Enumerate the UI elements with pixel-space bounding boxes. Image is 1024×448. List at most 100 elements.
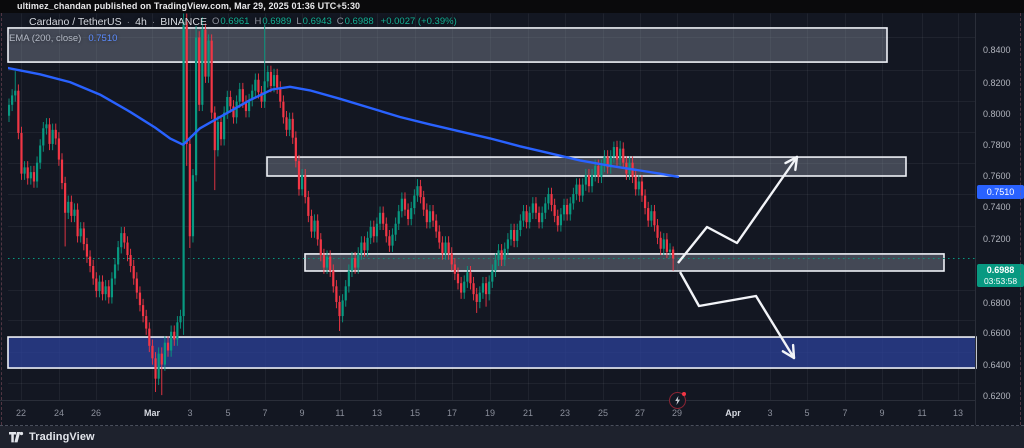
candle-body — [70, 201, 73, 216]
candle-body — [141, 305, 145, 317]
indicator-name[interactable]: EMA (200, close) — [9, 32, 82, 44]
indicator-legend[interactable]: EMA (200, close) 0.7510 — [9, 32, 117, 44]
candle-body — [500, 250, 503, 260]
candle-body — [48, 124, 51, 144]
time-tick-label: 24 — [53, 408, 65, 418]
candle-body — [198, 37, 201, 105]
projection-up-arrow[interactable] — [677, 156, 798, 264]
lightning-icon — [675, 395, 681, 406]
candle-body — [569, 203, 572, 215]
candle-body — [244, 101, 248, 112]
supply-zone[interactable] — [7, 27, 888, 63]
ema-200-path — [8, 66, 680, 178]
candle-body — [516, 229, 519, 241]
candle-body — [484, 283, 488, 295]
candle-body — [553, 204, 556, 216]
candle-body — [497, 250, 500, 260]
candle-body — [428, 211, 432, 223]
interval-label[interactable]: 4h — [135, 15, 147, 28]
candle-body — [491, 270, 494, 282]
tradingview-brand-text[interactable]: TradingView — [29, 431, 95, 443]
candle-body — [519, 220, 522, 230]
time-tick-label: 13 — [952, 408, 964, 418]
candle-body — [8, 104, 11, 116]
time-tick-label: 23 — [559, 408, 571, 418]
price-axis[interactable]: 0.7510 0.6988 03:53:58 0.8400 0.8200 0.800… — [975, 13, 1024, 425]
time-tick-label: 25 — [597, 408, 609, 418]
candle-body — [294, 137, 297, 162]
candle-body — [138, 292, 142, 306]
candle-body — [594, 165, 597, 176]
candle-body — [410, 208, 413, 220]
candle-body — [435, 220, 438, 232]
candle-body — [151, 345, 154, 359]
candle-body — [188, 143, 191, 237]
candle-body — [590, 175, 594, 187]
candle-body — [344, 286, 347, 301]
demand-zone[interactable] — [7, 336, 977, 369]
candle-body — [173, 331, 176, 340]
time-tick-label: 9 — [879, 408, 885, 418]
low-value: L 0.6943 — [296, 16, 332, 27]
candle-body — [257, 79, 260, 93]
tradingview-logo-icon[interactable] — [9, 431, 24, 444]
candle-body — [581, 184, 584, 196]
candle-body — [54, 129, 57, 139]
candle-body — [347, 270, 350, 287]
candle-body — [291, 118, 294, 138]
candle-body — [622, 148, 625, 163]
candle-body — [578, 184, 581, 196]
candle-body — [441, 242, 444, 254]
candle-body — [665, 239, 668, 252]
candle-body — [247, 100, 251, 112]
candles-layer — [8, 13, 675, 396]
candle-body — [176, 322, 179, 340]
candle-body — [469, 272, 472, 284]
candle-body — [300, 175, 304, 190]
candle-body — [204, 29, 207, 77]
candle-body — [88, 256, 92, 266]
candle-body — [110, 278, 113, 298]
candle-body — [419, 186, 422, 198]
candle-body — [534, 203, 538, 213]
candle-body — [637, 181, 640, 190]
candle-body — [241, 89, 244, 102]
candle-body — [92, 265, 95, 279]
time-tick-label: 21 — [522, 408, 534, 418]
time-axis[interactable]: 22 24 26 Mar 3 5 7 9 11 13 15 17 19 21 23 25 27 29 Apr 3 5 7 9… — [0, 400, 975, 425]
candle-body — [170, 331, 173, 351]
open-value: O 0.6961 — [211, 16, 250, 27]
price-tick-label: 0.7200 — [983, 234, 1011, 244]
candle-body — [154, 358, 157, 379]
projection-down-arrow[interactable] — [678, 271, 796, 359]
candle-body — [453, 264, 456, 274]
candle-body — [232, 106, 235, 118]
candle-body — [378, 212, 382, 224]
time-tick-label: 11 — [335, 408, 345, 418]
candle-body — [422, 197, 425, 210]
symbol-name[interactable]: Cardano / TetherUS — [29, 15, 122, 28]
price-tick-label: 0.6800 — [983, 298, 1011, 308]
candle-body — [416, 186, 419, 196]
candle-body — [272, 75, 276, 87]
candle-body — [606, 156, 609, 168]
price-tick-label: 0.6400 — [983, 360, 1011, 370]
candle-body — [42, 128, 45, 146]
realtime-lightning-button[interactable] — [669, 392, 686, 409]
symbol-legend[interactable]: Cardano / TetherUS · 4h · BINANCE O 0.696… — [29, 15, 457, 28]
candle-body — [160, 353, 163, 365]
time-tick-label: 29 — [671, 408, 683, 418]
candle-body — [537, 212, 541, 223]
candle-body — [316, 220, 319, 240]
candle-body — [382, 212, 385, 224]
support-zone[interactable] — [304, 253, 945, 272]
candle-body — [662, 239, 665, 249]
candle-body — [51, 129, 54, 144]
candle-body — [503, 248, 506, 260]
candle-body — [235, 101, 238, 118]
resistance-zone[interactable] — [266, 156, 907, 177]
candle-body — [350, 258, 354, 271]
candle-body — [238, 89, 241, 102]
candle-body — [338, 301, 341, 317]
candle-body — [431, 211, 435, 221]
